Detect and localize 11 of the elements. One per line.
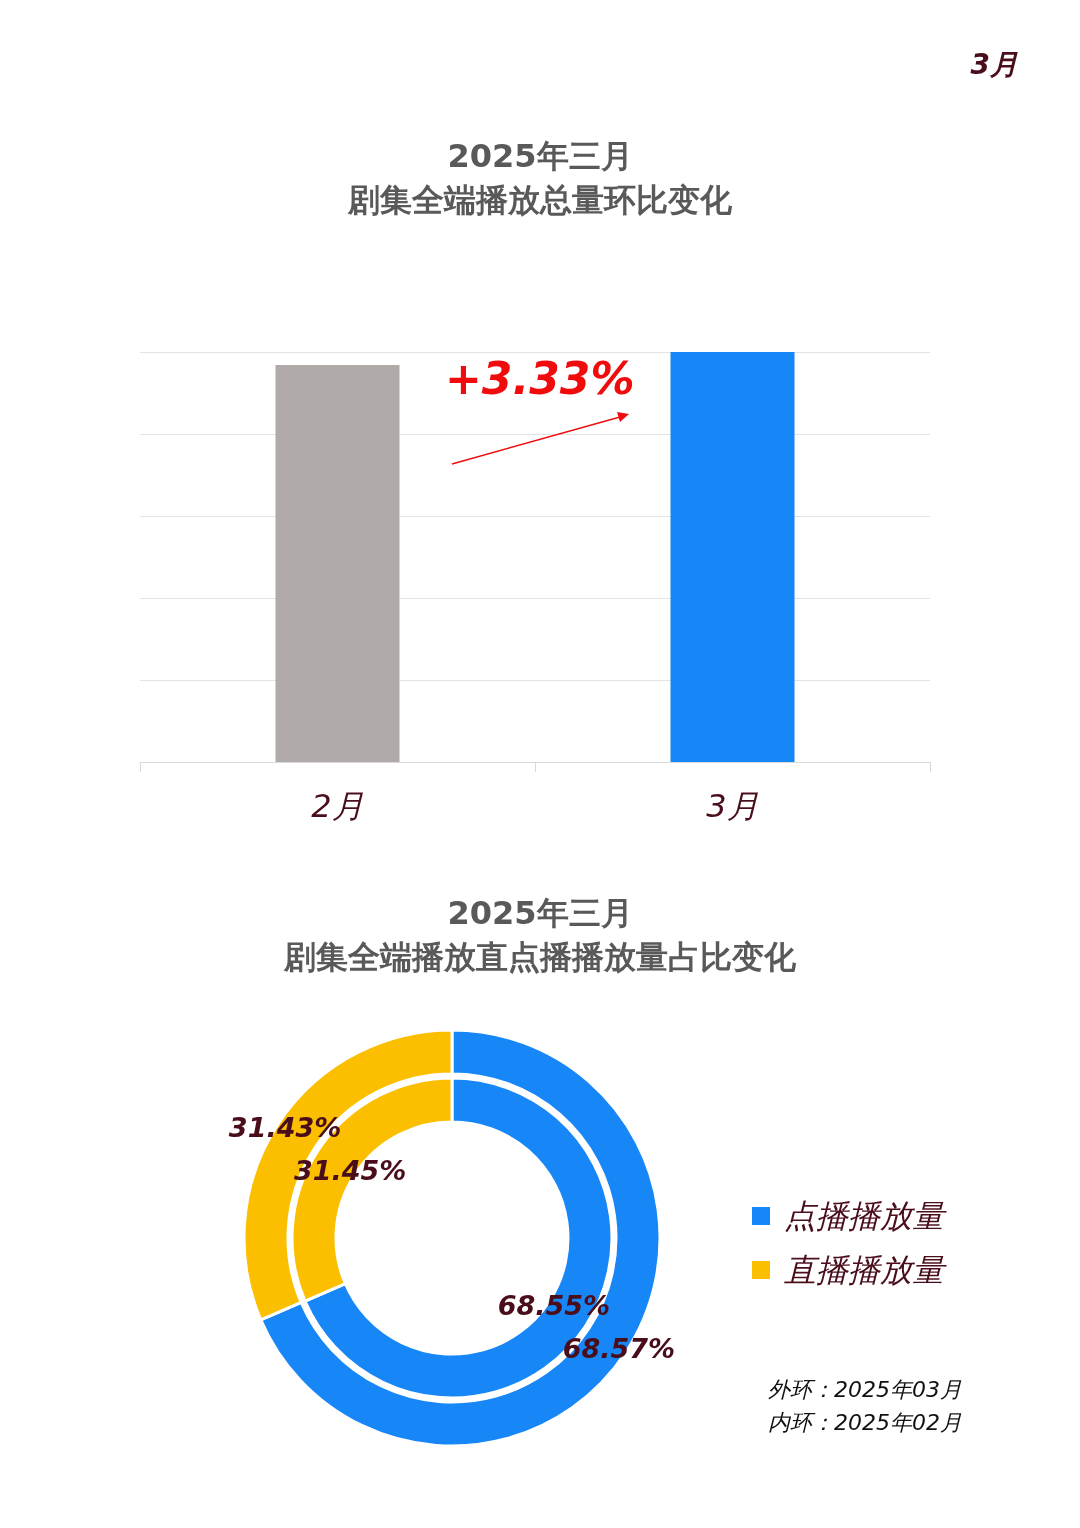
text: 内环：2025年02月 <box>768 1409 962 1435</box>
text: 外环：2025年03月 <box>768 1376 962 1402</box>
chart-title: 2025年三月 <box>447 137 633 175</box>
chart-title: 2025年三月 <box>447 894 633 932</box>
annotation: +3.33% <box>445 352 635 404</box>
legend-label: 直播播放量 <box>784 1251 947 1289</box>
text: 3月 <box>970 47 1018 81</box>
chart-subtitle: 剧集全端播放直点播播放量占比变化 <box>283 938 797 976</box>
chart-subtitle: 剧集全端播放总量环比变化 <box>347 181 733 219</box>
x-tick-label: 2月 <box>311 787 364 825</box>
legend-label: 点播播放量 <box>784 1197 947 1235</box>
